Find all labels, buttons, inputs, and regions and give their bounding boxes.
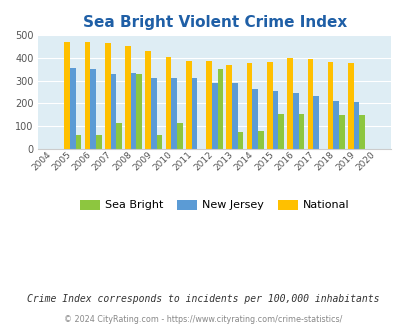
- Bar: [266, 62, 272, 149]
- Bar: [136, 74, 142, 149]
- Text: Crime Index corresponds to incidents per 100,000 inhabitants: Crime Index corresponds to incidents per…: [27, 294, 378, 304]
- Bar: [232, 83, 237, 149]
- Bar: [96, 135, 101, 149]
- Bar: [171, 79, 177, 149]
- Bar: [246, 63, 252, 149]
- Bar: [358, 115, 364, 149]
- Bar: [237, 132, 243, 149]
- Bar: [64, 42, 70, 149]
- Bar: [217, 69, 223, 149]
- Bar: [151, 78, 156, 149]
- Bar: [90, 69, 96, 149]
- Bar: [298, 114, 303, 149]
- Bar: [252, 89, 258, 149]
- Bar: [130, 73, 136, 149]
- Legend: Sea Bright, New Jersey, National: Sea Bright, New Jersey, National: [75, 195, 353, 215]
- Bar: [307, 59, 312, 149]
- Bar: [177, 123, 182, 149]
- Bar: [70, 68, 75, 149]
- Bar: [347, 63, 353, 149]
- Bar: [226, 65, 232, 149]
- Bar: [191, 79, 197, 149]
- Title: Sea Bright Violent Crime Index: Sea Bright Violent Crime Index: [82, 15, 346, 30]
- Bar: [185, 61, 191, 149]
- Bar: [104, 43, 110, 149]
- Bar: [116, 123, 121, 149]
- Bar: [278, 114, 283, 149]
- Bar: [272, 91, 278, 149]
- Bar: [75, 135, 81, 149]
- Bar: [156, 135, 162, 149]
- Bar: [110, 74, 116, 149]
- Bar: [145, 51, 151, 149]
- Bar: [125, 46, 130, 149]
- Bar: [327, 62, 333, 149]
- Bar: [258, 131, 263, 149]
- Bar: [333, 101, 338, 149]
- Bar: [353, 102, 358, 149]
- Bar: [292, 92, 298, 149]
- Bar: [338, 115, 344, 149]
- Bar: [84, 42, 90, 149]
- Text: © 2024 CityRating.com - https://www.cityrating.com/crime-statistics/: © 2024 CityRating.com - https://www.city…: [64, 315, 341, 324]
- Bar: [286, 58, 292, 149]
- Bar: [211, 82, 217, 149]
- Bar: [206, 61, 211, 149]
- Bar: [165, 57, 171, 149]
- Bar: [312, 96, 318, 149]
